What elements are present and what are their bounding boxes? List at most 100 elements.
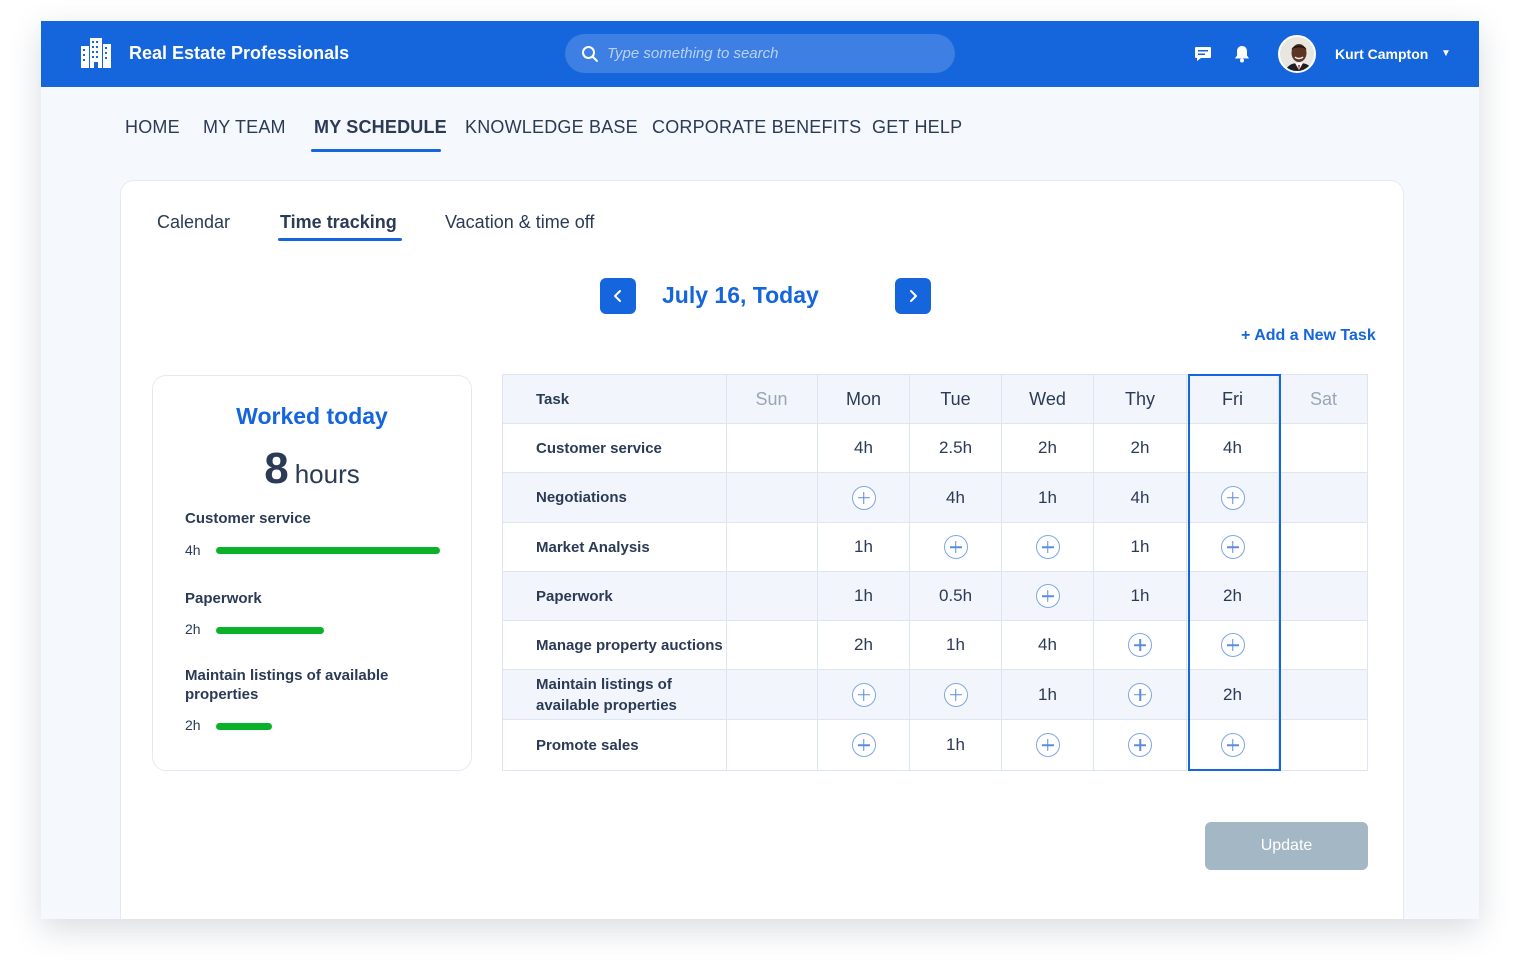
nav-my-team[interactable]: MY TEAM bbox=[203, 117, 286, 137]
add-time-cell[interactable] bbox=[818, 670, 910, 719]
add-time-cell[interactable] bbox=[818, 473, 910, 522]
hours-cell[interactable]: 1h bbox=[1002, 670, 1094, 719]
hours-cell[interactable]: 4h bbox=[1094, 473, 1187, 522]
hours-cell[interactable]: 0.5h bbox=[910, 572, 1002, 620]
tab-calendar[interactable]: Calendar bbox=[157, 212, 231, 232]
hours-cell[interactable]: 2h bbox=[1094, 424, 1187, 472]
nav-my-schedule[interactable]: MY SCHEDULE bbox=[314, 117, 447, 137]
table-row: Promote sales 1h bbox=[503, 720, 1367, 771]
add-time-icon[interactable] bbox=[1220, 485, 1245, 510]
column-header-wed: Wed bbox=[1002, 375, 1094, 423]
nav-knowledge-base[interactable]: KNOWLEDGE BASE bbox=[465, 117, 638, 137]
add-time-cell[interactable] bbox=[1187, 523, 1279, 571]
hours-cell bbox=[1279, 621, 1368, 669]
hours-cell[interactable]: 2.5h bbox=[910, 424, 1002, 472]
user-photo bbox=[1280, 37, 1314, 71]
chevron-right-icon bbox=[910, 290, 917, 302]
add-time-cell[interactable] bbox=[1187, 621, 1279, 669]
task-name: Customer service bbox=[503, 424, 727, 472]
hours-cell bbox=[726, 720, 818, 770]
caret-down-icon[interactable]: ▼ bbox=[1441, 48, 1451, 59]
hours-cell[interactable]: 1h bbox=[1002, 473, 1094, 522]
add-time-icon[interactable] bbox=[943, 535, 968, 559]
add-time-icon[interactable] bbox=[851, 682, 876, 707]
nav-home[interactable]: HOME bbox=[125, 117, 180, 137]
user-name[interactable]: Kurt Campton bbox=[1335, 46, 1429, 62]
worked-item-progress-bar bbox=[216, 547, 440, 554]
add-time-icon[interactable] bbox=[943, 682, 968, 707]
hours-cell[interactable]: 1h bbox=[1094, 572, 1187, 620]
hours-cell[interactable]: 2h bbox=[818, 621, 910, 669]
worked-item-hours: 2h bbox=[185, 621, 201, 637]
tab-time-tracking[interactable]: Time tracking bbox=[280, 212, 397, 232]
hours-cell bbox=[1279, 473, 1368, 522]
nav-corporate-benefits[interactable]: CORPORATE BENEFITS bbox=[652, 117, 862, 137]
add-task-link[interactable]: + Add a New Task bbox=[1241, 327, 1376, 344]
hours-cell[interactable]: 4h bbox=[910, 473, 1002, 522]
add-time-icon[interactable] bbox=[1220, 733, 1245, 757]
hours-cell[interactable]: 1h bbox=[910, 720, 1002, 770]
add-time-icon[interactable] bbox=[1035, 584, 1060, 608]
hours-cell[interactable]: 4h bbox=[1002, 621, 1094, 669]
table-row: Manage property auctions 2h 1h 4h bbox=[503, 621, 1367, 670]
table-row: Customer service 4h 2.5h 2h 2h 4h bbox=[503, 424, 1367, 473]
hours-cell[interactable]: 4h bbox=[818, 424, 910, 472]
hours-cell[interactable]: 2h bbox=[1187, 670, 1279, 719]
add-time-cell[interactable] bbox=[818, 720, 910, 770]
add-time-icon[interactable] bbox=[1035, 733, 1060, 757]
worked-item-label: Maintain listings of available propertie… bbox=[185, 667, 389, 703]
hours-cell bbox=[726, 473, 818, 522]
add-time-icon[interactable] bbox=[1128, 682, 1152, 707]
column-header-tue: Tue bbox=[910, 375, 1002, 423]
hours-cell[interactable]: 4h bbox=[1187, 424, 1279, 472]
add-time-cell[interactable] bbox=[1187, 720, 1279, 770]
add-time-cell[interactable] bbox=[1094, 621, 1187, 669]
next-day-button[interactable] bbox=[895, 278, 931, 314]
bell-icon[interactable] bbox=[1234, 45, 1250, 63]
add-time-cell[interactable] bbox=[1002, 572, 1094, 620]
add-time-cell[interactable] bbox=[1002, 720, 1094, 770]
hours-cell bbox=[726, 621, 818, 669]
hours-cell bbox=[1279, 572, 1368, 620]
hours-cell[interactable]: 1h bbox=[1094, 523, 1187, 571]
add-time-icon[interactable] bbox=[1128, 733, 1152, 757]
hours-cell[interactable]: 2h bbox=[1187, 572, 1279, 620]
add-time-cell[interactable] bbox=[1002, 523, 1094, 571]
hours-cell[interactable]: 1h bbox=[818, 572, 910, 620]
add-time-cell[interactable] bbox=[1187, 473, 1279, 522]
add-time-cell[interactable] bbox=[1094, 670, 1187, 719]
hours-cell[interactable]: 1h bbox=[818, 523, 910, 571]
add-time-icon[interactable] bbox=[851, 733, 876, 757]
hours-cell bbox=[1279, 670, 1368, 719]
column-header-sun: Sun bbox=[726, 375, 818, 423]
add-time-cell[interactable] bbox=[910, 523, 1002, 571]
tab-vacation[interactable]: Vacation & time off bbox=[445, 212, 595, 232]
add-time-cell[interactable] bbox=[910, 670, 1002, 719]
hours-cell bbox=[726, 572, 818, 620]
hours-cell bbox=[1279, 523, 1368, 571]
add-time-cell[interactable] bbox=[1094, 720, 1187, 770]
search-input[interactable] bbox=[607, 34, 937, 73]
hours-cell[interactable]: 1h bbox=[910, 621, 1002, 669]
hours-cell bbox=[726, 523, 818, 571]
task-name: Paperwork bbox=[503, 572, 727, 620]
column-header-fri: Fri bbox=[1187, 375, 1279, 423]
avatar[interactable] bbox=[1278, 35, 1316, 73]
update-button[interactable]: Update bbox=[1205, 822, 1368, 870]
nav-get-help[interactable]: GET HELP bbox=[872, 117, 963, 137]
add-time-icon[interactable] bbox=[1220, 535, 1245, 559]
search-bar[interactable] bbox=[565, 34, 955, 73]
add-time-icon[interactable] bbox=[1220, 633, 1245, 657]
hours-cell[interactable]: 2h bbox=[1002, 424, 1094, 472]
chat-icon[interactable] bbox=[1194, 46, 1212, 62]
add-time-icon[interactable] bbox=[1035, 535, 1060, 559]
prev-day-button[interactable] bbox=[600, 278, 636, 314]
top-bar: Real Estate Professionals bbox=[41, 21, 1479, 87]
task-name: Negotiations bbox=[503, 473, 727, 522]
add-time-icon[interactable] bbox=[1128, 633, 1152, 657]
worked-today-panel: Worked today 8 hours Customer service 4h … bbox=[152, 375, 472, 771]
add-time-icon[interactable] bbox=[851, 485, 876, 510]
hours-cell bbox=[1279, 424, 1368, 472]
worked-total-unit: hours bbox=[294, 459, 360, 489]
app-window: Real Estate Professionals bbox=[41, 21, 1479, 919]
